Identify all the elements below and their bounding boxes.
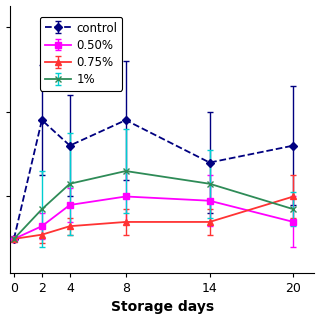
Legend: control, 0.50%, 0.75%, 1%: control, 0.50%, 0.75%, 1% bbox=[40, 17, 122, 91]
X-axis label: Storage days: Storage days bbox=[110, 300, 214, 315]
